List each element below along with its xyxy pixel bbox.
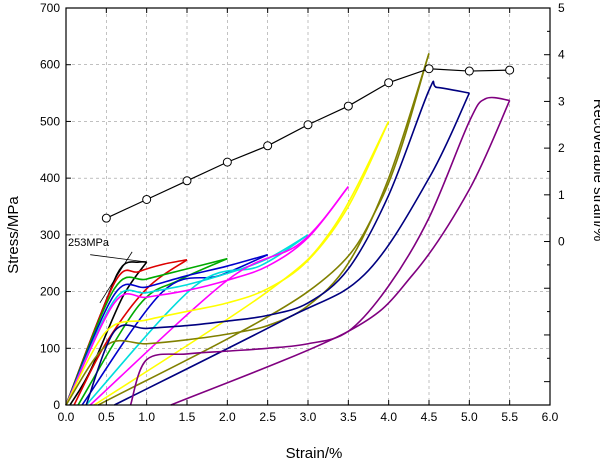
recoverable-strain-point — [424, 64, 434, 74]
x-tick-label: 5.5 — [501, 410, 518, 424]
x-tick-label: 2.5 — [259, 410, 276, 424]
y2-tick-label: 5 — [558, 1, 565, 15]
y2-tick-label: 4 — [558, 48, 565, 62]
y-tick-label: 200 — [40, 285, 60, 299]
x-tick-label: 3.0 — [300, 410, 317, 424]
y-tick-label: 400 — [40, 171, 60, 185]
recoverable-strain-point — [384, 78, 394, 88]
unloading-curve-9 — [114, 92, 471, 406]
x-tick-label: 2.0 — [219, 410, 236, 424]
recoverable-strain-point — [303, 120, 313, 130]
x-tick-label: 0.0 — [58, 410, 75, 424]
recoverable-strain-point — [263, 141, 273, 151]
recoverable-strain-point — [505, 65, 515, 75]
y2-tick-label: 1 — [558, 188, 565, 202]
x-tick-label: 6.0 — [542, 410, 559, 424]
x-tick-label: 3.5 — [340, 410, 357, 424]
y-tick-label: 500 — [40, 114, 60, 128]
recoverable-strain-point — [343, 101, 353, 111]
recoverable-strain-point — [464, 66, 474, 76]
loading-curve-8 — [65, 53, 430, 406]
unloading-curve-8 — [97, 53, 430, 406]
recoverable-strain-series — [101, 64, 515, 223]
unloading-curve-5 — [85, 234, 309, 406]
stress-strain-curves — [65, 53, 511, 406]
x-tick-label: 1.0 — [138, 410, 155, 424]
loading-curve-4 — [65, 253, 268, 406]
x-tick-label: 5.0 — [461, 410, 478, 424]
loading-curve-3 — [65, 257, 228, 406]
x-tick-label: 4.5 — [421, 410, 438, 424]
recoverable-strain-point — [142, 194, 152, 204]
loading-curve-6 — [65, 186, 349, 406]
loading-curve-7 — [65, 121, 390, 406]
y2-axis-label: Recoverable strain/% — [590, 99, 600, 242]
unloading-curve-10 — [170, 100, 511, 406]
x-tick-label: 0.5 — [98, 410, 115, 424]
y-axis-label: Stress/MPa — [5, 196, 22, 274]
unloading-curve-2 — [73, 259, 188, 406]
annotation-group: 253MPa — [68, 237, 143, 304]
annotation-tangent-1 — [90, 254, 143, 262]
y-tick-label: 700 — [40, 1, 60, 15]
annotation-tangent-2 — [99, 251, 133, 304]
y-tick-label: 100 — [40, 341, 60, 355]
unloading-curve-1 — [69, 261, 148, 406]
y-tick-label: 600 — [40, 58, 60, 72]
y-tick-label: 0 — [53, 398, 60, 412]
recoverable-strain-point — [182, 176, 192, 186]
x-tick-label: 4.0 — [380, 410, 397, 424]
x-tick-label: 1.5 — [179, 410, 196, 424]
unloading-curve-6 — [89, 186, 349, 406]
unloading-curve-4 — [81, 253, 268, 406]
y-tick-label: 300 — [40, 228, 60, 242]
y2-tick-label: 2 — [558, 141, 565, 155]
recoverable-strain-point — [222, 157, 232, 167]
y2-tick-label: 0 — [558, 235, 565, 249]
axis-ticks: 0.0 0.5 1.0 1.5 2.0 2.5 3.0 3.5 4.0 4.5 5.0 5.5 6.0 0… — [40, 1, 565, 424]
unloading-curve-7 — [93, 121, 390, 406]
x-axis-label: Strain/% — [286, 445, 343, 462]
y2-tick-label: 3 — [558, 94, 565, 108]
recoverable-strain-point — [101, 213, 111, 223]
annotation-253mpa: 253MPa — [68, 237, 110, 249]
loading-curve-9 — [85, 80, 470, 406]
